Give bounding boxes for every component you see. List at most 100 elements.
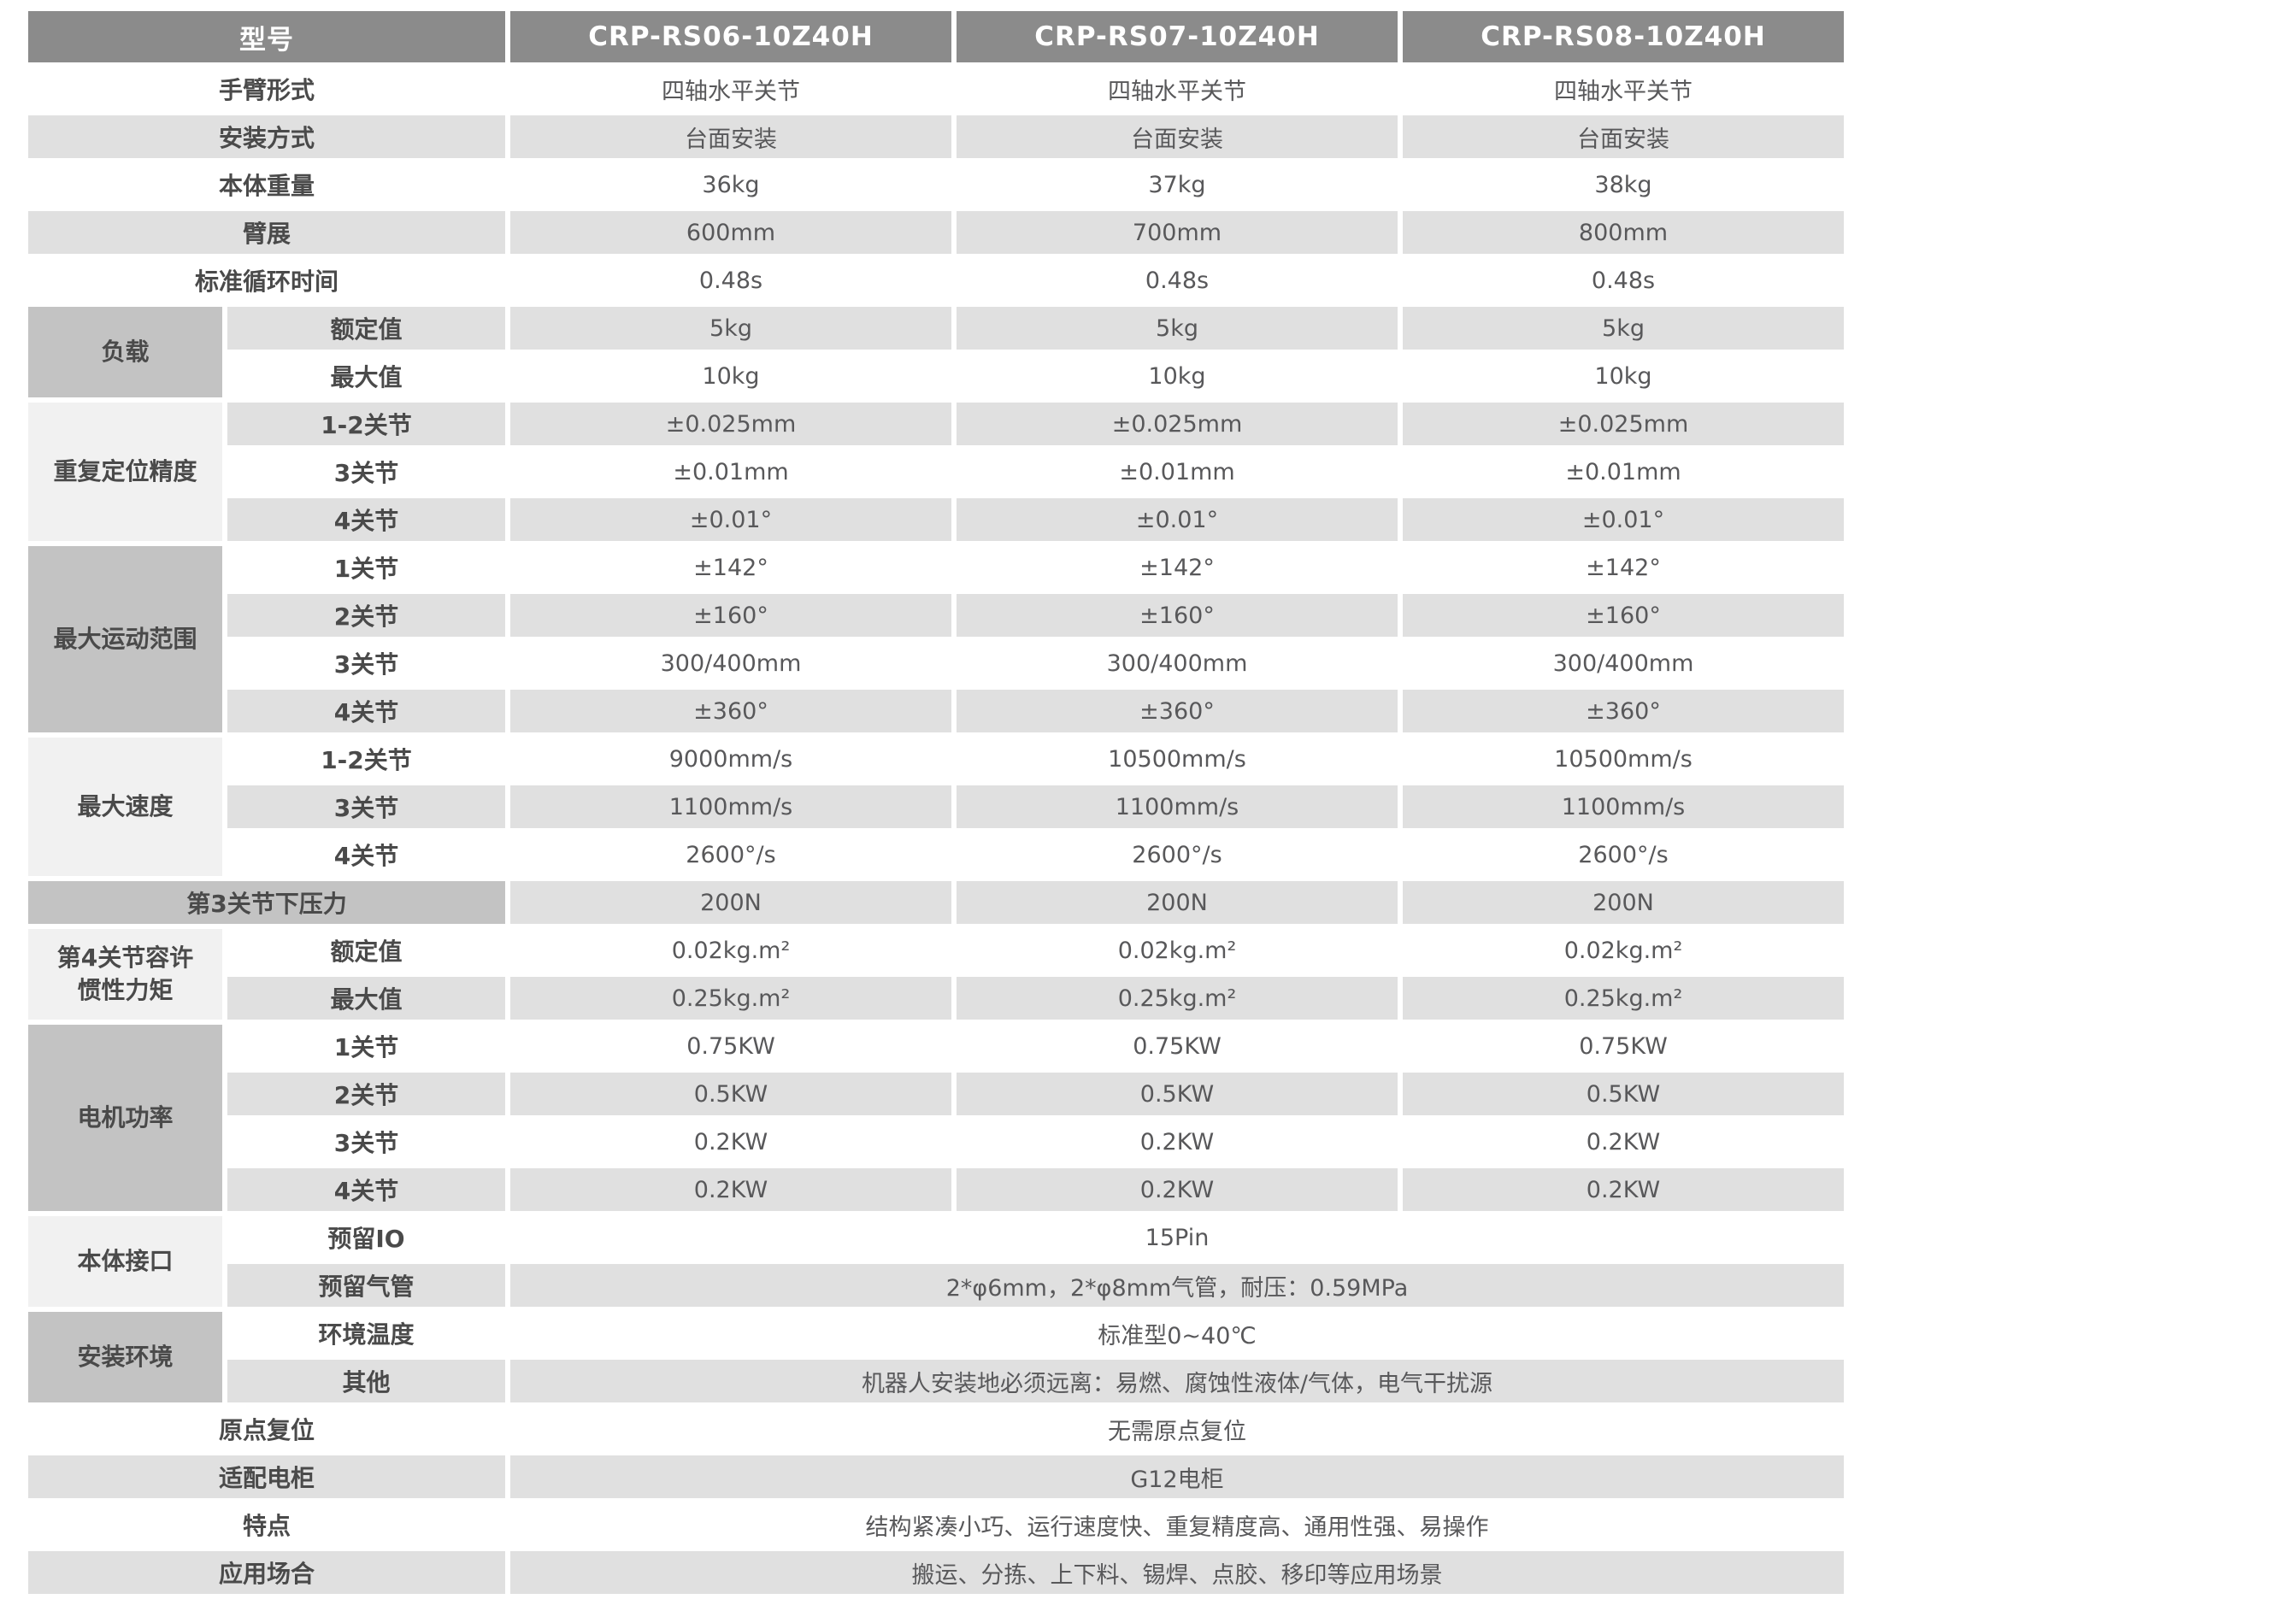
table-row: 最大值 10kg 10kg 10kg xyxy=(28,355,1844,397)
value-cell: 1100mm/s xyxy=(510,785,951,828)
value-cell: 5kg xyxy=(1403,307,1844,350)
table-row: 应用场合 搬运、分拣、上下料、锡焊、点胶、移印等应用场景 xyxy=(28,1551,1844,1594)
value-cell: 0.5KW xyxy=(1403,1073,1844,1115)
table-row: 4关节 2600°/s 2600°/s 2600°/s xyxy=(28,833,1844,876)
value-cell: 台面安装 xyxy=(510,115,951,158)
row-label-cell: 1关节 xyxy=(333,1033,399,1061)
table-header: 型号 CRP-RS06-10Z40H CRP-RS07-10Z40H CRP-RS08… xyxy=(28,11,1844,62)
value-cell: 5kg xyxy=(510,307,951,350)
value-cell: 37kg xyxy=(1148,171,1206,198)
value-cell: 台面安装 xyxy=(957,115,1398,158)
model-header-cell: 型号 xyxy=(28,11,505,62)
row-label-cell: 安装方式 xyxy=(28,115,505,158)
value-cell: 2600°/s xyxy=(1132,841,1222,868)
value-cell: 0.48s xyxy=(1145,267,1210,294)
value-cell: 300/400mm xyxy=(660,650,802,677)
table-row: 最大速度 1-2关节 9000mm/s 10500mm/s 10500mm/s xyxy=(28,738,1844,876)
table-row: 重复定位精度 1-2关节 ±0.025mm ±0.025mm ±0.025mm xyxy=(28,403,1844,541)
model-column-header: CRP-RS08-10Z40H xyxy=(1403,11,1844,62)
value-cell: ±0.01° xyxy=(1403,498,1844,541)
table-body: 手臂形式 四轴水平关节 四轴水平关节 四轴水平关节 安装方式 台面安装 台面安装 台面安装 本体… xyxy=(28,68,1844,1594)
row-label-cell: 原点复位 xyxy=(218,1416,315,1444)
row-label-cell: 最大值 xyxy=(330,363,403,391)
value-cell: ±360° xyxy=(957,690,1398,732)
value-cell: ±360° xyxy=(1403,690,1844,732)
table-row: 3关节 300/400mm 300/400mm 300/400mm xyxy=(28,642,1844,685)
table-row: 适配电柜 G12电柜 xyxy=(28,1455,1844,1498)
group-label-cell: 电机功率 xyxy=(28,1025,222,1211)
value-cell: 1100mm/s xyxy=(957,785,1398,828)
table-row: 3关节 0.2KW 0.2KW 0.2KW xyxy=(28,1120,1844,1163)
value-cell: 四轴水平关节 xyxy=(1108,78,1246,105)
value-cell: ±0.01° xyxy=(957,498,1398,541)
row-label-cell: 3关节 xyxy=(333,1129,399,1157)
value-cell: 0.48s xyxy=(698,267,763,294)
table-row: 4关节 0.2KW 0.2KW 0.2KW xyxy=(28,1168,1844,1211)
row-label-cell: 3关节 xyxy=(333,459,399,487)
row-label-cell: 手臂形式 xyxy=(218,76,315,104)
table-row: 4关节 ±0.01° ±0.01° ±0.01° xyxy=(28,498,1844,541)
table-row: 手臂形式 四轴水平关节 四轴水平关节 四轴水平关节 xyxy=(28,68,1844,110)
row-label-cell: 4关节 xyxy=(333,842,399,870)
value-cell: 0.2KW xyxy=(1403,1168,1844,1211)
table-row: 4关节 ±360° ±360° ±360° xyxy=(28,690,1844,732)
row-label-cell: 4关节 xyxy=(227,498,505,541)
value-cell-merged: G12电柜 xyxy=(510,1455,1844,1498)
model-column-header: CRP-RS06-10Z40H xyxy=(510,11,951,62)
value-cell: ±0.025mm xyxy=(1403,403,1844,445)
value-cell: 0.02kg.m² xyxy=(1117,937,1237,964)
value-cell: ±0.01mm xyxy=(1119,458,1235,485)
value-cell-merged: 搬运、分拣、上下料、锡焊、点胶、移印等应用场景 xyxy=(510,1551,1844,1594)
group-label-cell: 安装环境 xyxy=(28,1312,222,1402)
value-cell: 200N xyxy=(510,881,951,924)
row-label-cell: 4关节 xyxy=(227,1168,505,1211)
row-label-cell: 臂展 xyxy=(28,211,505,254)
row-label-cell: 额定值 xyxy=(330,938,403,966)
value-cell: 0.02kg.m² xyxy=(1563,937,1683,964)
header-row: 型号 CRP-RS06-10Z40H CRP-RS07-10Z40H CRP-RS08… xyxy=(28,11,1844,62)
value-cell: 38kg xyxy=(1594,171,1652,198)
value-cell-merged: 标准型0~40℃ xyxy=(1098,1322,1257,1349)
group-label-cell: 最大运动范围 xyxy=(28,546,222,732)
value-cell: ±142° xyxy=(693,554,768,581)
value-cell: 0.5KW xyxy=(510,1073,951,1115)
group-label-cell: 负载 xyxy=(28,307,222,397)
group-label-cell: 第4关节容许 惯性力矩 xyxy=(28,929,222,1020)
value-cell-merged: 结构紧凑小巧、运行速度快、重复精度高、通用性强、易操作 xyxy=(865,1514,1489,1541)
table-row: 最大运动范围 1关节 ±142° ±142° ±142° xyxy=(28,546,1844,732)
group-label-cell: 本体接口 xyxy=(28,1216,222,1307)
value-cell: ±0.01mm xyxy=(673,458,789,485)
table-row: 特点 结构紧凑小巧、运行速度快、重复精度高、通用性强、易操作 xyxy=(28,1503,1844,1546)
value-cell: ±0.01mm xyxy=(1565,458,1681,485)
value-cell: 9000mm/s xyxy=(668,745,793,773)
value-cell: 0.75KW xyxy=(686,1032,775,1060)
table-row: 其他 机器人安装地必须远离：易燃、腐蚀性液体/气体，电气干扰源 xyxy=(28,1360,1844,1402)
value-cell: ±160° xyxy=(510,594,951,637)
table-row: 本体重量 36kg 37kg 38kg xyxy=(28,163,1844,206)
group-label-cell: 重复定位精度 xyxy=(28,403,222,541)
row-label-cell: 适配电柜 xyxy=(28,1455,505,1498)
row-label-cell: 特点 xyxy=(242,1512,291,1540)
value-cell: ±142° xyxy=(1586,554,1661,581)
value-cell: 0.2KW xyxy=(957,1168,1398,1211)
table-row: 标准循环时间 0.48s 0.48s 0.48s xyxy=(28,259,1844,302)
value-cell: 0.25kg.m² xyxy=(510,977,951,1020)
row-label-cell: 3关节 xyxy=(333,650,399,679)
value-cell-merged: 2*φ6mm，2*φ8mm气管，耐压：0.59MPa xyxy=(510,1264,1844,1307)
value-cell: 0.02kg.m² xyxy=(671,937,791,964)
row-label-cell: 环境温度 xyxy=(318,1320,415,1349)
value-cell: 0.48s xyxy=(1591,267,1656,294)
group-label-cell: 最大速度 xyxy=(28,738,222,876)
value-cell: 四轴水平关节 xyxy=(1554,78,1693,105)
row-label-cell: 第3关节下压力 xyxy=(28,881,505,924)
value-cell: 0.2KW xyxy=(510,1168,951,1211)
table-row: 2关节 0.5KW 0.5KW 0.5KW xyxy=(28,1073,1844,1115)
row-label-cell: 最大值 xyxy=(227,977,505,1020)
value-cell: 2600°/s xyxy=(1578,841,1669,868)
table-row: 最大值 0.25kg.m² 0.25kg.m² 0.25kg.m² xyxy=(28,977,1844,1020)
value-cell: ±0.01° xyxy=(510,498,951,541)
value-cell: 800mm xyxy=(1403,211,1844,254)
value-cell: ±0.025mm xyxy=(510,403,951,445)
value-cell: 36kg xyxy=(702,171,760,198)
table-row: 电机功率 1关节 0.75KW 0.75KW 0.75KW xyxy=(28,1025,1844,1211)
